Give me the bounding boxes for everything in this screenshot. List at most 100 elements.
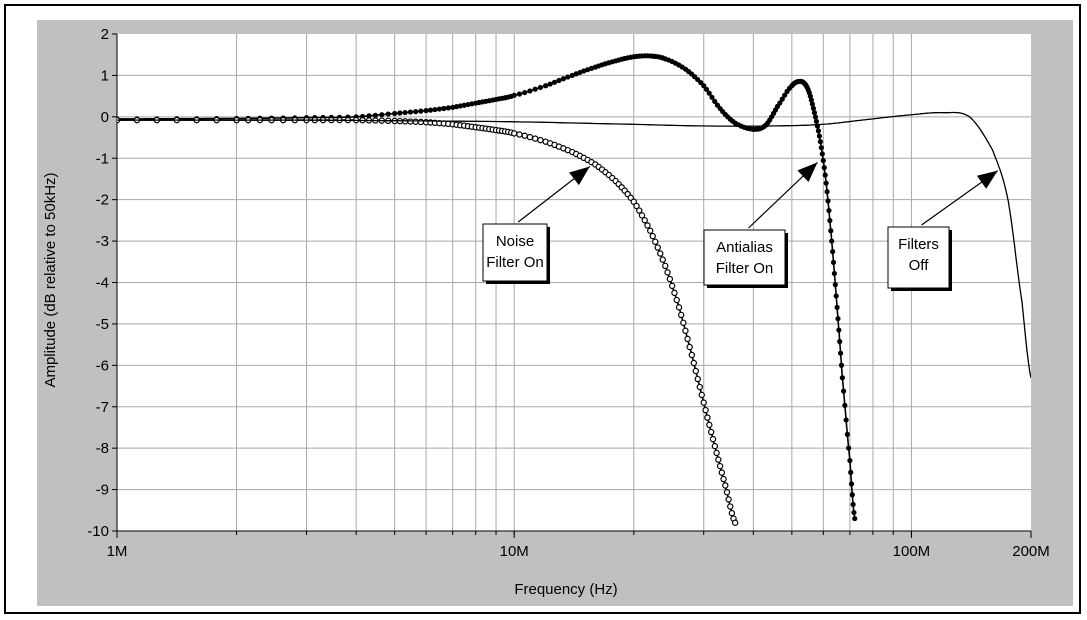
- series-point-filled: [812, 114, 819, 120]
- series-point-filled: [848, 469, 854, 475]
- series-point-hollow: [649, 232, 656, 240]
- series-point-filled: [810, 105, 817, 111]
- series-point-hollow: [696, 383, 703, 391]
- series-point-hollow: [682, 327, 689, 334]
- series-point-filled: [809, 101, 816, 107]
- series-point-filled: [532, 86, 538, 92]
- series-point-hollow: [657, 250, 664, 257]
- series-point-filled: [848, 481, 855, 487]
- y-tick-label: -3: [96, 233, 109, 250]
- annotation-box: [482, 223, 548, 282]
- series-point-hollow: [644, 222, 651, 229]
- series-point-filled: [819, 151, 825, 157]
- annotation-box: [703, 229, 786, 286]
- tick-labels: 2 1 0 -1 -2 -3 -4 -5 -6 -7 -8 -9 -10 1M 10M 100M 200M: [87, 26, 1049, 560]
- annotations: Noise Filter On Antialias Filter On Filters O…: [482, 161, 999, 291]
- series-point-hollow: [707, 428, 715, 436]
- series-point-hollow: [722, 482, 729, 489]
- series-point-hollow: [668, 282, 676, 290]
- series-point-filled: [833, 293, 839, 299]
- series-point-hollow: [675, 304, 683, 311]
- series-point-filled: [436, 106, 442, 112]
- series-point-filled: [366, 113, 372, 119]
- series-point-hollow: [700, 399, 707, 406]
- series-point-filled: [402, 109, 408, 116]
- series-point-filled: [457, 103, 463, 109]
- series-point-filled: [850, 501, 856, 508]
- series-point-filled: [847, 457, 853, 464]
- series-point-filled: [413, 109, 419, 115]
- x-axis-label: Frequency (Hz): [514, 581, 617, 598]
- series-point-filled: [782, 92, 788, 98]
- y-tick-label: -8: [96, 440, 109, 457]
- series-point-filled: [423, 108, 429, 114]
- series-point-hollow: [526, 133, 534, 141]
- series-point-hollow: [652, 238, 659, 245]
- series-point-filled: [709, 94, 715, 100]
- y-tick-label: -5: [96, 316, 109, 333]
- annotation-arrowhead: [569, 166, 590, 186]
- series-point-hollow: [537, 136, 544, 144]
- series-point-filled: [551, 79, 558, 85]
- y-tick-label: -6: [96, 357, 109, 374]
- series-point-filled: [522, 89, 528, 96]
- series-point-filled: [703, 86, 710, 92]
- y-tick-label: -1: [96, 150, 109, 167]
- series-point-filled: [813, 118, 820, 125]
- series-point-filled: [556, 77, 562, 84]
- x-tick-label: 10M: [500, 543, 529, 560]
- series-point-filled: [834, 304, 840, 310]
- annotation-text: Filters: [898, 236, 939, 253]
- series-point-filled: [808, 97, 814, 103]
- series-point-filled: [846, 445, 852, 451]
- series-point-filled: [817, 139, 824, 145]
- series-point-filled: [453, 104, 460, 110]
- series-point-filled: [461, 102, 467, 108]
- annotation-box: [887, 226, 950, 289]
- series-point-filled: [445, 105, 451, 111]
- annotation-arrowhead: [976, 170, 998, 189]
- y-tick-label: -4: [96, 275, 109, 292]
- x-tick-label: 100M: [893, 543, 931, 560]
- series-point-filled: [537, 84, 544, 91]
- series-point-filled: [827, 217, 833, 224]
- series-point-filled: [820, 157, 826, 164]
- series-point-hollow: [680, 319, 687, 326]
- series-point-filled: [432, 106, 438, 113]
- series-point-hollow: [715, 456, 722, 463]
- series-line-3: [117, 111, 1031, 378]
- series-point-hollow: [659, 256, 666, 263]
- series-point-filled: [469, 101, 475, 107]
- series-point-filled: [851, 509, 857, 516]
- series-point-filled: [560, 76, 566, 82]
- series-point-hollow: [664, 269, 671, 276]
- series-point-hollow: [694, 375, 701, 383]
- series-point-filled: [837, 350, 844, 356]
- series-point-filled: [832, 282, 838, 288]
- series-point-filled: [852, 515, 858, 522]
- series-point-hollow: [511, 130, 518, 137]
- series-point-filled: [565, 74, 571, 80]
- y-tick-label: 2: [101, 26, 109, 43]
- series-point-hollow: [702, 406, 709, 414]
- x-tick-label: 200M: [1012, 543, 1050, 560]
- series-point-filled: [397, 110, 403, 116]
- series-point-filled: [830, 249, 836, 255]
- series-group: [117, 53, 1031, 526]
- series-point-filled: [511, 92, 517, 98]
- series-point-filled: [838, 362, 845, 368]
- series-point-hollow: [636, 207, 643, 214]
- series-point-filled: [824, 189, 830, 195]
- series-point-hollow: [713, 449, 720, 457]
- series-point-hollow: [633, 202, 640, 210]
- series-point-filled: [392, 110, 398, 117]
- y-tick-label: -10: [87, 523, 109, 540]
- annotation-text: Filter On: [716, 260, 774, 277]
- series: [117, 53, 1031, 526]
- series-point-filled: [822, 172, 828, 178]
- y-tick-label: -9: [96, 482, 109, 499]
- series-point-hollow: [716, 462, 724, 470]
- series-point-filled: [816, 133, 823, 139]
- series-point-filled: [441, 105, 447, 112]
